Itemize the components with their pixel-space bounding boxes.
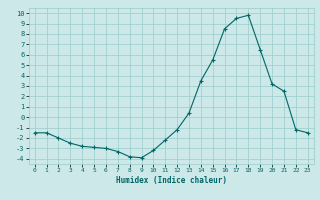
X-axis label: Humidex (Indice chaleur): Humidex (Indice chaleur): [116, 176, 227, 185]
